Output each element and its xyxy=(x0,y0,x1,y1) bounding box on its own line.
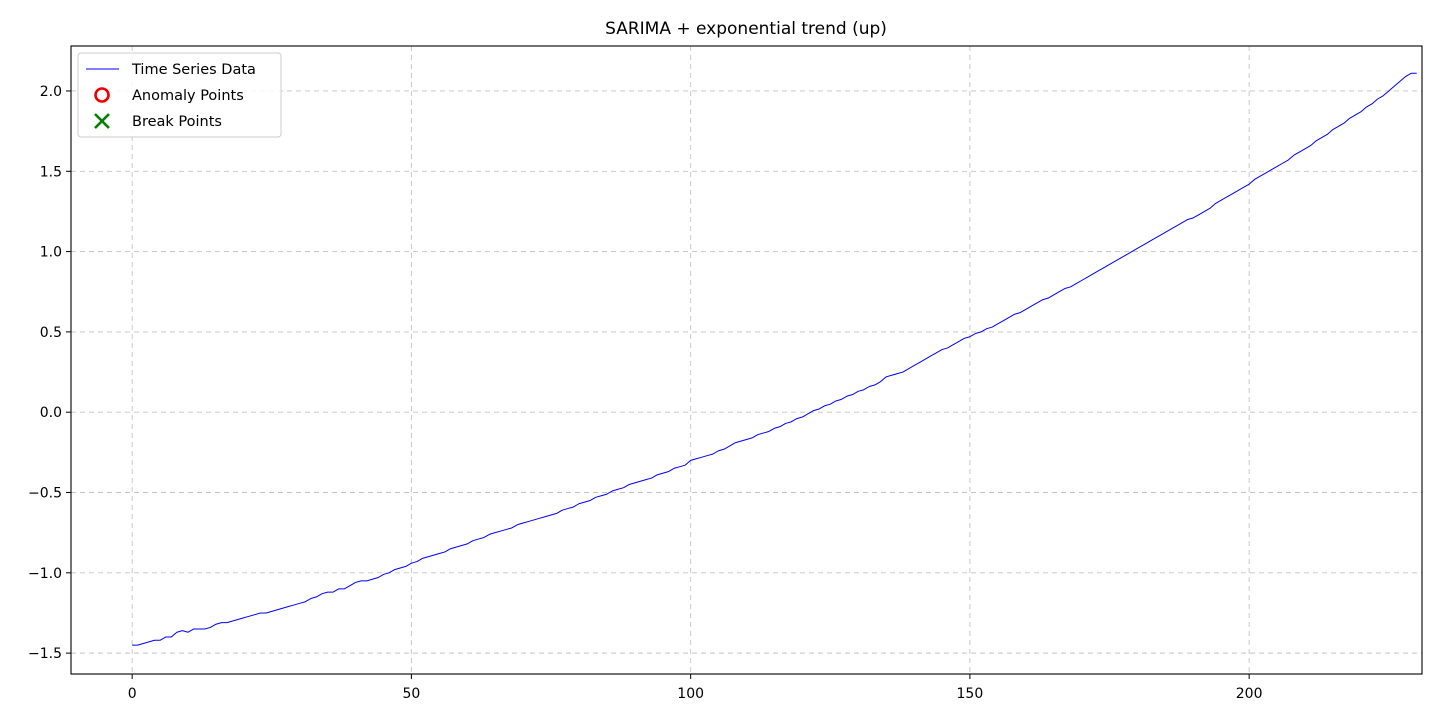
y-tick-label: 1.5 xyxy=(40,164,62,180)
legend-label: Break Points xyxy=(132,114,222,130)
y-tick-label: −0.5 xyxy=(28,486,62,502)
x-tick-label: 50 xyxy=(402,686,420,702)
x-tick-label: 200 xyxy=(1236,686,1263,702)
x-tick-label: 150 xyxy=(957,686,984,702)
y-tick-label: −1.5 xyxy=(28,646,62,662)
y-tick-label: 2.0 xyxy=(40,84,62,100)
legend-label: Time Series Data xyxy=(131,62,256,78)
legend: Time Series Data Anomaly Points Break Poin… xyxy=(77,52,282,138)
legend-label: Anomaly Points xyxy=(132,88,244,104)
x-tick-label: 0 xyxy=(128,686,137,702)
y-tick-label: −1.0 xyxy=(28,566,62,582)
legend-item: Time Series Data xyxy=(86,62,256,78)
legend-item: Break Points xyxy=(94,113,222,130)
series-line xyxy=(132,72,1417,646)
legend-circle-swatch xyxy=(94,87,110,103)
x-tick-label: 100 xyxy=(677,686,704,702)
legend-item: Anomaly Points xyxy=(94,87,244,104)
grid xyxy=(71,46,1422,674)
legend-x-swatch xyxy=(94,113,110,129)
axis-ticks: 0 50 100 150 200 −1.5 −1.0 −0.5 0.0 0.5 1.0 1.5 2.0 xyxy=(28,84,1263,702)
y-tick-label: 1.0 xyxy=(40,245,62,261)
y-tick-label: 0.0 xyxy=(40,405,62,421)
legend-box xyxy=(77,52,282,138)
plot-frame xyxy=(70,45,1423,675)
series-layer xyxy=(132,72,1417,646)
chart-title: SARIMA + exponential trend (up) xyxy=(605,19,887,39)
y-tick-label: 0.5 xyxy=(40,325,62,341)
